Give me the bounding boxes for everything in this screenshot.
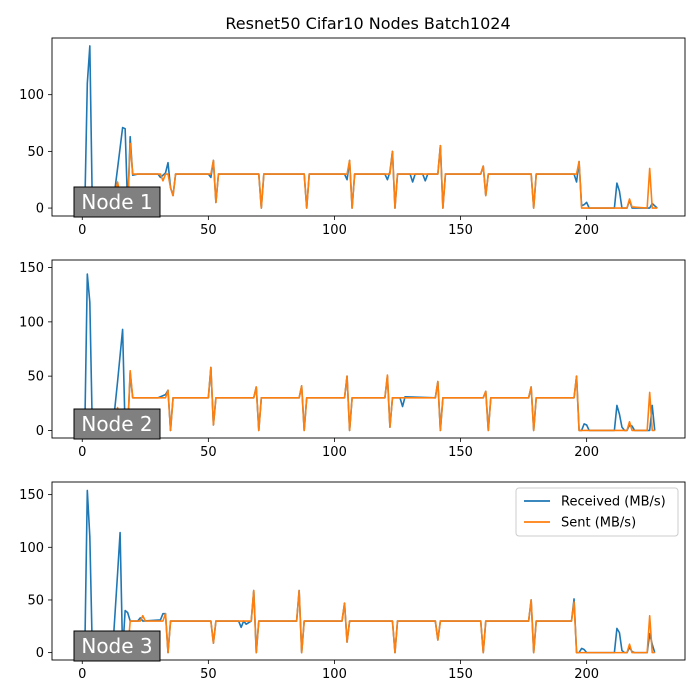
node-label: Node 2 bbox=[81, 412, 152, 436]
y-tick-label: 0 bbox=[36, 202, 44, 217]
node-label-box: Node 3 bbox=[73, 630, 161, 662]
node-label-background bbox=[73, 186, 161, 218]
y-tick-label: 100 bbox=[19, 88, 44, 103]
y-tick-label: 50 bbox=[27, 370, 44, 385]
subplot-1: 0 50 100 150 200 0 50 100 Node 1 bbox=[19, 37, 686, 238]
x-tick-label: 50 bbox=[200, 223, 217, 238]
x-tick-label: 150 bbox=[448, 667, 473, 682]
x-tick-label: 0 bbox=[78, 667, 86, 682]
node-label-background bbox=[73, 408, 161, 440]
legend-frame bbox=[515, 487, 679, 537]
series-line-received bbox=[82, 273, 656, 432]
x-tick-label: 50 bbox=[200, 445, 217, 460]
x-tick-label: 0 bbox=[78, 223, 86, 238]
chart-title: Resnet50 Cifar10 Nodes Batch1024 bbox=[225, 14, 510, 33]
axes-frame bbox=[51, 37, 686, 217]
node-label-box: Node 2 bbox=[73, 408, 161, 440]
y-tick-label: 0 bbox=[36, 646, 44, 661]
y-tick-label: 100 bbox=[19, 541, 44, 556]
legend-label: Sent (MB/s) bbox=[561, 516, 636, 531]
y-tick-label: 100 bbox=[19, 315, 44, 330]
axes-frame bbox=[51, 481, 686, 661]
axes-frame bbox=[51, 259, 686, 439]
x-tick-label: 150 bbox=[448, 445, 473, 460]
y-tick-label: 150 bbox=[19, 488, 44, 503]
legend-label: Received (MB/s) bbox=[561, 495, 666, 510]
y-tick-label: 150 bbox=[19, 261, 44, 276]
node-label-background bbox=[73, 630, 161, 662]
node-label: Node 3 bbox=[81, 634, 152, 658]
x-tick-label: 100 bbox=[322, 223, 347, 238]
x-tick-label: 50 bbox=[200, 667, 217, 682]
series-line-sent bbox=[82, 142, 658, 209]
y-tick-label: 0 bbox=[36, 424, 44, 439]
x-tick-label: 100 bbox=[322, 667, 347, 682]
x-tick-label: 200 bbox=[574, 223, 599, 238]
x-tick-label: 100 bbox=[322, 445, 347, 460]
legend: Received (MB/s) Sent (MB/s) bbox=[515, 487, 679, 537]
subplot-2: 0 50 100 150 200 0 50 100 150 Node 2 bbox=[19, 259, 686, 460]
subplot-3: 0 50 100 150 200 0 50 100 150 Node 3 Received (MB/… bbox=[19, 481, 686, 682]
node-label-box: Node 1 bbox=[73, 186, 161, 218]
series-line-sent bbox=[82, 589, 655, 654]
series-line-received bbox=[82, 45, 658, 209]
series-line-sent bbox=[82, 366, 655, 432]
x-tick-label: 150 bbox=[448, 223, 473, 238]
y-tick-label: 50 bbox=[27, 593, 44, 608]
x-tick-label: 200 bbox=[574, 667, 599, 682]
x-tick-label: 0 bbox=[78, 445, 86, 460]
y-tick-label: 50 bbox=[27, 145, 44, 160]
x-tick-label: 200 bbox=[574, 445, 599, 460]
node-label: Node 1 bbox=[81, 190, 152, 214]
